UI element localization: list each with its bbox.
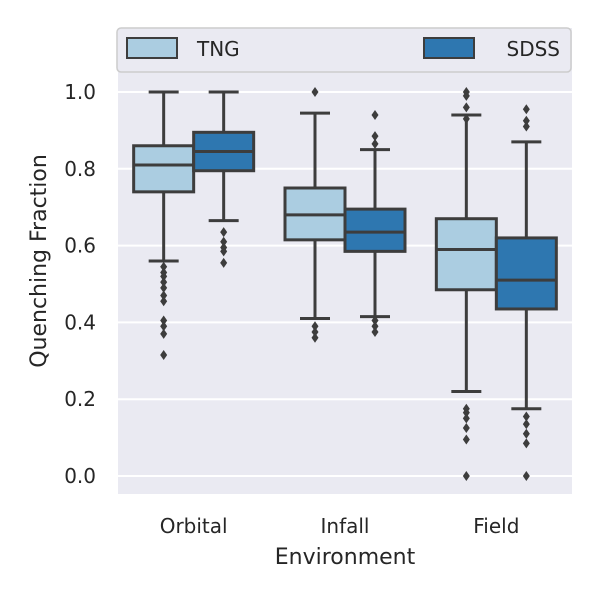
outlier-point (462, 471, 470, 481)
outlier-point (220, 236, 228, 247)
y-axis-label: Quenching Fraction (27, 154, 52, 368)
y-tick-label: 0.6 (64, 234, 96, 258)
y-tick-labels: 0.0 0.2 0.4 0.6 0.8 1.0 (64, 80, 96, 488)
outlier-point (371, 315, 379, 326)
outlier-point (371, 131, 379, 142)
outlier-point (371, 110, 379, 121)
outlier-point (522, 428, 530, 439)
legend-swatch (126, 37, 178, 59)
outlier-point (462, 90, 470, 101)
outlier-point (462, 113, 470, 124)
outlier-point (311, 332, 319, 343)
box-SDSS-Orbital (192, 90, 256, 268)
outlier-point (311, 87, 319, 97)
legend: TNG SDSS (116, 27, 572, 73)
outlier-point (522, 471, 530, 481)
outlier-point (522, 438, 530, 449)
outlier-point (522, 104, 530, 115)
outlier-point (522, 419, 530, 430)
outlier-point (220, 257, 228, 268)
outlier-point (462, 434, 470, 445)
legend-frame (116, 27, 572, 73)
box-TNG-Orbital (132, 90, 196, 361)
box-iqr (132, 144, 196, 194)
outlier-point (311, 327, 319, 337)
box-iqr (343, 207, 407, 253)
outlier-point (522, 411, 530, 422)
outlier-point (160, 282, 168, 293)
y-tick-label: 0.8 (64, 157, 96, 181)
outlier-point (371, 138, 379, 149)
x-tick-labels: Orbital Infall Field (160, 514, 520, 538)
outlier-point (160, 271, 168, 282)
outlier-point (522, 115, 530, 126)
outlier-point (160, 296, 168, 307)
outlier-point (220, 246, 228, 257)
legend-label: TNG (196, 37, 240, 61)
y-tick-label: 0.4 (64, 310, 96, 334)
box-SDSS-Infall (343, 110, 407, 337)
legend-label: SDSS (507, 37, 561, 61)
outlier-point (371, 321, 379, 332)
x-axis-label: Environment (275, 545, 416, 570)
outlier-point (160, 290, 168, 301)
y-tick-label: 0.2 (64, 387, 96, 411)
box-iqr (434, 217, 498, 292)
outlier-point (462, 413, 470, 424)
outlier-point (160, 315, 168, 326)
x-tick-label: Infall (321, 514, 370, 538)
box-SDSS-Field (494, 104, 558, 481)
y-tick-label: 0.0 (64, 464, 96, 488)
y-tick-label: 1.0 (64, 80, 96, 104)
box-series (132, 87, 558, 481)
outlier-point (160, 277, 168, 288)
box-iqr (494, 236, 558, 311)
x-tick-label: Orbital (160, 514, 228, 538)
outlier-point (462, 423, 470, 433)
outlier-point (522, 121, 530, 132)
x-tick-label: Field (473, 514, 519, 538)
outlier-point (462, 102, 470, 113)
outlier-point (462, 407, 470, 418)
outlier-point (311, 321, 319, 332)
outlier-point (371, 327, 379, 337)
outlier-point (160, 328, 168, 339)
outlier-point (160, 321, 168, 332)
outlier-point (220, 227, 228, 238)
outlier-point (160, 261, 168, 272)
outlier-point (160, 350, 168, 361)
legend-swatch (423, 37, 475, 59)
box-TNG-Infall (283, 87, 347, 343)
